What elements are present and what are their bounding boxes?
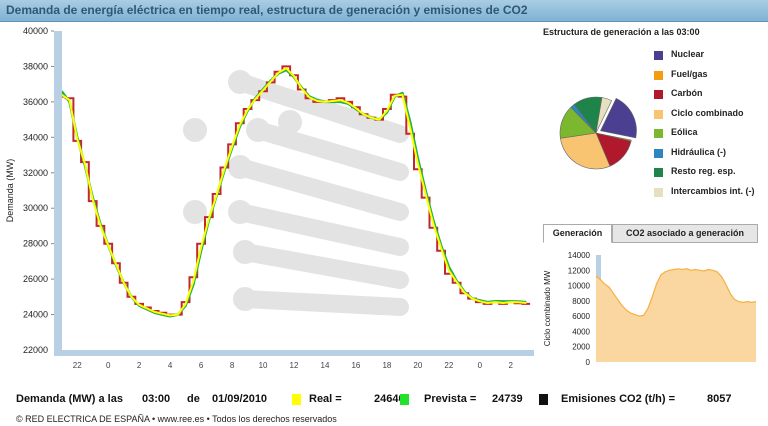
y-axis-label: Demanda (MW) bbox=[5, 159, 15, 223]
pie-title: Estructura de generación a las 03:00 bbox=[543, 27, 700, 37]
pie-slice bbox=[560, 132, 611, 170]
generation-pie-panel: Estructura de generación a las 03:00 bbox=[543, 27, 700, 170]
y-tick-label: 26000 bbox=[23, 274, 48, 284]
legend-swatch bbox=[654, 148, 663, 158]
pie-slice bbox=[600, 97, 637, 139]
real-label: Real = bbox=[309, 393, 342, 405]
emisiones-label: Emisiones CO2 (t/h) = bbox=[561, 393, 675, 405]
legend-label: Carbón bbox=[671, 88, 703, 98]
demand-chart: 2200024000260002800030000320003400036000… bbox=[5, 26, 534, 370]
y-tick-label: 28000 bbox=[23, 239, 48, 249]
x-tick-label: 12 bbox=[290, 361, 299, 370]
x-tick-label: 0 bbox=[478, 361, 483, 370]
tab-co2[interactable]: CO2 asociado a generación bbox=[612, 224, 758, 243]
x-tick-label: 2 bbox=[137, 361, 142, 370]
y-tick-label: 30000 bbox=[23, 203, 48, 213]
small-y-tick-label: 12000 bbox=[568, 266, 591, 275]
emisiones-swatch bbox=[539, 394, 548, 405]
y-tick-label: 22000 bbox=[23, 345, 48, 355]
combined-cycle-chart: 0 2000 4000 6000 8000 10000 12000 14000 Ciclo co… bbox=[543, 251, 757, 367]
y-tick-label: 36000 bbox=[23, 97, 48, 107]
tab-generacion[interactable]: Generación bbox=[543, 224, 612, 243]
emisiones-value: 8057 bbox=[707, 393, 732, 405]
small-y-tick-label: 6000 bbox=[572, 312, 590, 321]
small-y-tick-label: 2000 bbox=[572, 343, 590, 352]
y-tick-label: 24000 bbox=[23, 310, 48, 320]
copyright-text: © RED ELECTRICA DE ESPAÑA • www.ree.es •… bbox=[16, 414, 337, 424]
legend-label: Nuclear bbox=[671, 49, 705, 59]
x-tick-label: 10 bbox=[259, 361, 268, 370]
x-tick-label: 18 bbox=[382, 361, 391, 370]
x-tick-label: 4 bbox=[168, 361, 173, 370]
area-line bbox=[595, 268, 757, 317]
x-tick-label: 14 bbox=[321, 361, 330, 370]
x-tick-label: 0 bbox=[106, 361, 111, 370]
pie-slice bbox=[595, 97, 613, 134]
small-y-tick-label: 0 bbox=[586, 358, 591, 367]
y-axis-bar bbox=[54, 31, 62, 350]
legend-label: Fuel/gas bbox=[671, 68, 708, 79]
real-swatch bbox=[292, 394, 301, 405]
y-tick-label: 40000 bbox=[23, 26, 48, 36]
hora-value: 03:00 bbox=[142, 393, 171, 405]
legend-swatch bbox=[654, 187, 663, 197]
legend-label: Intercambios int. (-) bbox=[671, 185, 755, 196]
legend-swatch bbox=[654, 70, 663, 80]
real-value: 24640 bbox=[374, 393, 405, 405]
legend-swatch bbox=[654, 90, 663, 99]
x-tick-label: 22 bbox=[73, 361, 82, 370]
prevista-swatch bbox=[400, 394, 409, 405]
legend-label: Ciclo combinado bbox=[671, 107, 744, 118]
small-y-tick-label: 14000 bbox=[568, 251, 591, 260]
prevista-label: Prevista = bbox=[424, 393, 477, 405]
page-title: Demanda de energía eléctrica en tiempo r… bbox=[6, 3, 528, 17]
legend-swatch bbox=[654, 129, 663, 138]
tab-bar: Generación CO2 asociado a generación bbox=[543, 224, 758, 243]
legend-swatch bbox=[654, 51, 663, 60]
legend-swatch bbox=[654, 109, 663, 119]
de-label: de bbox=[187, 393, 200, 405]
y-tick-label: 34000 bbox=[23, 132, 48, 142]
small-y-tick-label: 8000 bbox=[572, 297, 590, 306]
small-y-tick-label: 10000 bbox=[568, 282, 591, 291]
x-tick-label: 6 bbox=[199, 361, 204, 370]
legend-label: Resto reg. esp. bbox=[671, 166, 736, 176]
legend-label: Hidráulica (-) bbox=[671, 146, 727, 157]
y-tick-label: 32000 bbox=[23, 168, 48, 178]
y-tick-label: 38000 bbox=[23, 61, 48, 71]
x-tick-label: 22 bbox=[444, 361, 453, 370]
title-bar: Demanda de energía eléctrica en tiempo r… bbox=[0, 0, 768, 22]
watermark-logo bbox=[183, 70, 409, 316]
series-programada-line bbox=[61, 67, 527, 317]
area-fill bbox=[596, 268, 756, 362]
x-axis-bar bbox=[54, 350, 534, 356]
x-tick-label: 2 bbox=[509, 361, 514, 370]
legend-swatch bbox=[654, 168, 663, 177]
small-y-axis-label: Ciclo combinado MW bbox=[543, 270, 552, 346]
small-y-tick-label: 4000 bbox=[572, 327, 590, 336]
x-tick-label: 16 bbox=[351, 361, 360, 370]
x-tick-label: 8 bbox=[230, 361, 235, 370]
x-tick-label: 20 bbox=[413, 361, 422, 370]
prevista-value: 24739 bbox=[492, 393, 523, 405]
legend-label: Eólica bbox=[671, 127, 698, 137]
demanda-label: Demanda (MW) a las bbox=[16, 393, 123, 405]
fecha-value: 01/09/2010 bbox=[212, 393, 268, 405]
